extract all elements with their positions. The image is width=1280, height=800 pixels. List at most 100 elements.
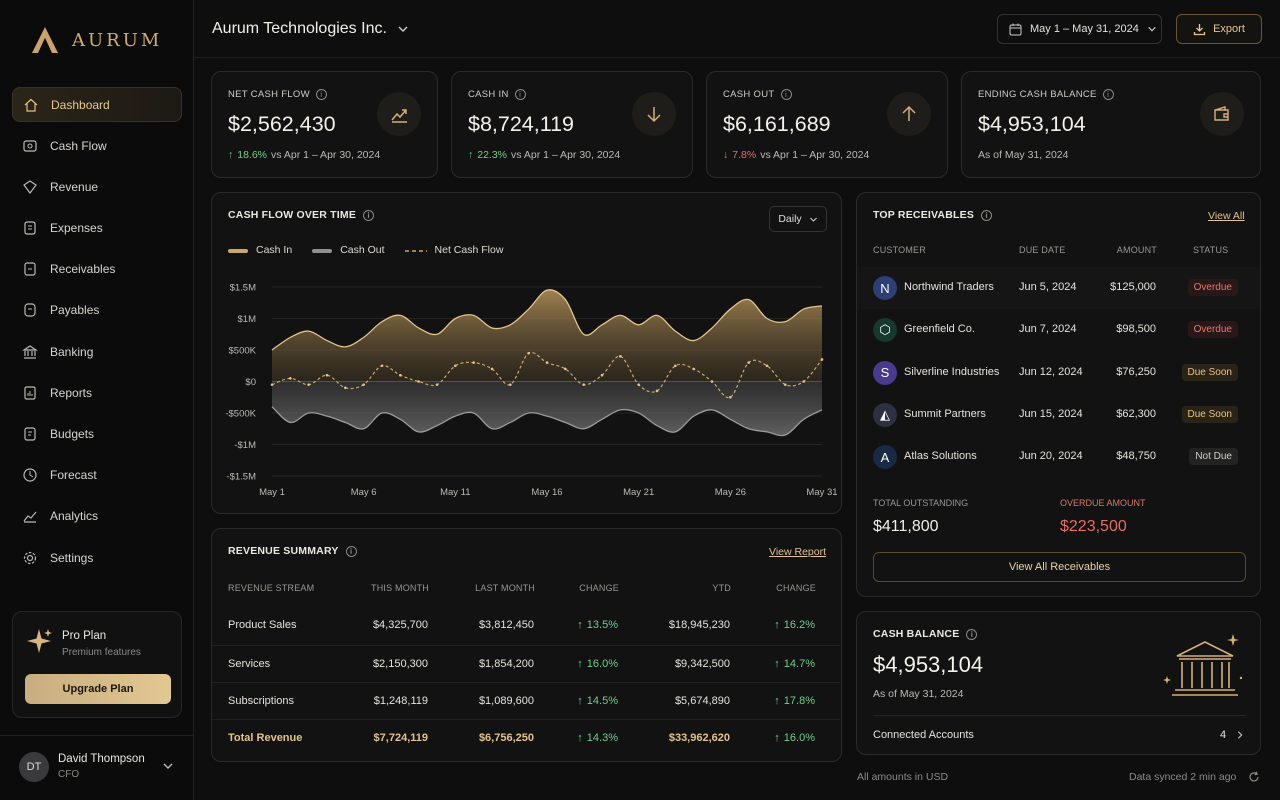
info-icon[interactable]: i <box>315 89 327 100</box>
date-range-picker[interactable]: May 1 – May 31, 2024 <box>997 14 1162 44</box>
customer-name: Silverline Industries <box>904 365 1000 378</box>
receivable-row[interactable]: S Silverline Industries Jun 12, 2024 $76,25… <box>857 352 1259 394</box>
divider <box>873 715 1246 716</box>
period-select[interactable]: Daily <box>769 206 827 232</box>
column-header: LAST MONTH <box>475 583 535 593</box>
cash-flow-icon <box>22 138 38 154</box>
kpi-change: ↑ 18.6% vs Apr 1 – Apr 30, 2024 <box>228 149 380 161</box>
period-label: Daily <box>778 213 802 225</box>
download-icon <box>1193 23 1206 35</box>
cell-ytd: $33,962,620 <box>668 732 730 744</box>
view-all-receivables-button[interactable]: View All Receivables <box>873 552 1246 582</box>
sidebar-item-expenses[interactable]: Expenses <box>12 211 182 246</box>
view-report-link[interactable]: View Report <box>769 546 827 558</box>
sidebar-item-payables[interactable]: Payables <box>12 293 182 328</box>
arrow-up-icon: ↑ <box>774 619 780 631</box>
sidebar-item-forecast[interactable]: Forecast <box>12 458 182 493</box>
info-icon[interactable]: i <box>981 209 993 221</box>
status-badge: Not Due <box>1189 448 1238 466</box>
sidebar-item-budgets[interactable]: Budgets <box>12 417 182 452</box>
table-row[interactable]: Subscriptions $1,248,119 $1,089,600 ↑ 14.5% $… <box>212 682 840 719</box>
overdue-amount-value: $223,500 <box>1060 518 1127 535</box>
kpi-value: $2,562,430 <box>228 112 336 136</box>
sidebar-item-reports[interactable]: Reports <box>12 375 182 410</box>
kpi-comparison: As of May 31, 2024 <box>978 149 1069 161</box>
sidebar-item-analytics[interactable]: Analytics <box>12 499 182 534</box>
legend-item[interactable]: Net Cash Flow <box>404 244 503 256</box>
column-header: THIS MONTH <box>371 583 429 593</box>
cell-change: ↑ 14.5% <box>577 695 618 707</box>
export-button[interactable]: Export <box>1176 14 1262 44</box>
series-area-cash-in <box>272 289 822 382</box>
receivable-row[interactable]: N Northwind Traders Jun 5, 2024 $125,000 Ove… <box>857 267 1259 309</box>
forecast-icon <box>22 467 38 483</box>
sidebar-item-banking[interactable]: Banking <box>12 334 182 369</box>
brand-logo[interactable]: AURUM <box>30 26 162 54</box>
receivable-row[interactable]: ⬡ Greenfield Co. Jun 7, 2024 $98,500 Overdue <box>857 309 1259 351</box>
info-icon[interactable]: i <box>966 628 978 640</box>
sidebar-item-label: Budgets <box>50 427 95 441</box>
y-tick-label: $1.5M <box>230 283 256 294</box>
status-badge: Overdue <box>1187 321 1238 339</box>
plan-subtitle: Premium features <box>62 647 141 658</box>
info-icon[interactable]: i <box>363 209 375 221</box>
series-area-cash-out <box>272 381 822 436</box>
data-point <box>600 373 604 377</box>
cash-balance-as-of: As of May 31, 2024 <box>873 688 964 700</box>
y-tick-label: -$500K <box>225 409 256 420</box>
sidebar-item-label: Receivables <box>50 262 116 277</box>
chevron-down-icon[interactable] <box>162 760 174 772</box>
kpi-comparison: vs Apr 1 – Apr 30, 2024 <box>271 149 381 161</box>
info-icon[interactable]: i <box>1102 89 1114 100</box>
date-range-label: May 1 – May 31, 2024 <box>1030 23 1139 35</box>
sidebar-item-revenue[interactable]: Revenue <box>12 169 182 204</box>
arrow-up-icon: ↑ <box>577 732 583 744</box>
arrow-down-icon: ↓ <box>723 149 729 161</box>
view-all-link[interactable]: View All <box>1208 210 1245 222</box>
data-point <box>619 355 622 358</box>
data-point <box>307 383 310 386</box>
company-selector[interactable]: Aurum Technologies Inc. <box>212 20 409 38</box>
sidebar-item-cash-flow[interactable]: Cash Flow <box>12 128 182 163</box>
kpi-change-percent: 18.6% <box>237 149 268 161</box>
table-row[interactable]: Product Sales $4,325,700 $3,812,450 ↑ 13.5% $… <box>212 607 840 644</box>
kpi-value: $8,724,119 <box>468 112 575 136</box>
sidebar-item-label: Dashboard <box>51 97 110 112</box>
sidebar-item-settings[interactable]: Settings <box>12 540 182 575</box>
gear-icon <box>22 550 38 566</box>
legend-item[interactable]: Cash Out <box>312 244 385 256</box>
refresh-icon[interactable] <box>1248 771 1260 783</box>
kpi-change: ↑ 22.3% vs Apr 1 – Apr 30, 2024 <box>468 149 620 161</box>
legend-swatch <box>228 244 248 256</box>
info-icon[interactable]: i <box>780 89 792 100</box>
table-total-row[interactable]: Total Revenue $7,724,119 $6,756,250 ↑ 14.3% $… <box>212 719 840 756</box>
data-point <box>784 383 787 386</box>
user-menu[interactable]: DT David Thompson CFO <box>0 735 194 800</box>
cell-change: ↑ 13.5% <box>577 619 618 631</box>
y-tick-label: $1M <box>238 314 257 325</box>
receivable-row[interactable]: A Atlas Solutions Jun 20, 2024 $48,750 Not D… <box>857 436 1259 478</box>
table-row[interactable]: Services $2,150,300 $1,854,200 ↑ 16.0% $9,342… <box>212 645 840 682</box>
kpi-card-cash-in: CASH IN i $8,724,119 ↑ 22.3% vs Apr 1 – Apr 3… <box>451 71 693 178</box>
receivable-row[interactable]: ◭ Summit Partners Jun 15, 2024 $62,300 Due S… <box>857 394 1259 436</box>
chart-legend: Cash In Cash Out Net Cash Flow <box>228 244 503 256</box>
data-point <box>765 364 769 368</box>
sidebar-item-dashboard[interactable]: Dashboard <box>12 87 182 122</box>
kpi-label: CASH IN i <box>468 89 526 100</box>
arrow-up-icon: ↑ <box>774 732 780 744</box>
top-bar: Aurum Technologies Inc. May 1 – May 31, … <box>194 0 1280 58</box>
amount: $48,750 <box>1116 450 1156 463</box>
receivables-icon <box>22 261 38 277</box>
arrow-up-icon: ↑ <box>228 149 234 161</box>
sidebar-item-receivables[interactable]: Receivables <box>12 252 182 287</box>
kpi-card-ending-cash-balance: ENDING CASH BALANCE i $4,953,104 As of May … <box>961 71 1261 178</box>
legend-item[interactable]: Cash In <box>228 244 292 256</box>
info-icon[interactable]: i <box>345 545 357 557</box>
arrow-up-icon: ↑ <box>577 695 583 707</box>
upgrade-plan-button[interactable]: Upgrade Plan <box>25 674 171 704</box>
info-icon[interactable]: i <box>514 89 526 100</box>
chevron-down-icon <box>398 26 408 32</box>
column-header: REVENUE STREAM <box>228 583 315 593</box>
y-tick-label: -$1.5M <box>226 472 256 483</box>
connected-accounts-row[interactable]: Connected Accounts 4 <box>857 716 1262 754</box>
